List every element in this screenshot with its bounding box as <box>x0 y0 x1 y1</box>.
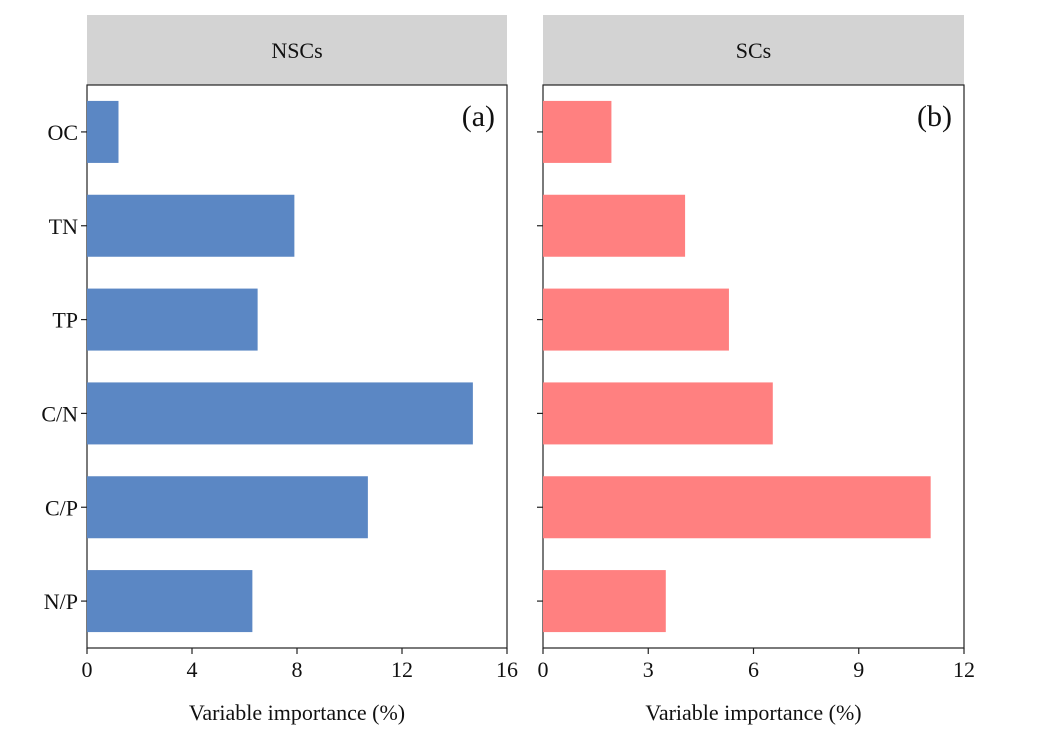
bar-n-p <box>543 570 666 633</box>
bar-tn <box>543 194 686 257</box>
x-tick-label: 12 <box>391 657 413 682</box>
y-tick-label: TP <box>52 308 78 333</box>
bar-c-n <box>543 382 773 445</box>
bar-tp <box>87 288 258 351</box>
y-tick-label: C/P <box>45 495 78 520</box>
bar-n-p <box>87 570 253 633</box>
bar-tp <box>543 288 729 351</box>
x-axis-title: Variable importance (%) <box>645 700 861 725</box>
x-tick-label: 3 <box>643 657 654 682</box>
strip-header <box>87 15 507 85</box>
bar-c-n <box>87 382 473 445</box>
y-tick-label: OC <box>47 120 78 145</box>
x-tick-label: 0 <box>82 657 93 682</box>
bar-c-p <box>87 476 368 539</box>
panel-label: (b) <box>917 100 952 133</box>
x-tick-label: 9 <box>853 657 864 682</box>
panel-label: (a) <box>462 100 495 133</box>
y-tick-label: C/N <box>41 401 78 426</box>
x-tick-label: 12 <box>953 657 975 682</box>
y-tick-label: N/P <box>44 589 78 614</box>
panel-0: NSCs OC TN TP C/N C/P N/P 0 4 8 12 16 (a) Variable im… <box>41 15 518 725</box>
x-tick-label: 6 <box>748 657 759 682</box>
x-tick-label: 16 <box>496 657 518 682</box>
x-tick-label: 0 <box>538 657 549 682</box>
plot-frame <box>542 84 965 649</box>
strip-header <box>543 15 964 85</box>
x-tick-label: 4 <box>187 657 198 682</box>
bar-tn <box>87 194 295 257</box>
plot-frame <box>86 84 508 649</box>
bar-oc <box>543 100 612 163</box>
y-tick-label: TN <box>49 214 78 239</box>
bar-oc <box>87 100 119 163</box>
strip-title: SCs <box>736 38 771 63</box>
strip-title: NSCs <box>271 38 322 63</box>
panel-1: SCs 0 3 6 9 12 (b) Variable importance (%) <box>537 15 975 725</box>
bar-c-p <box>543 476 931 539</box>
x-axis-title: Variable importance (%) <box>189 700 405 725</box>
x-tick-label: 8 <box>292 657 303 682</box>
